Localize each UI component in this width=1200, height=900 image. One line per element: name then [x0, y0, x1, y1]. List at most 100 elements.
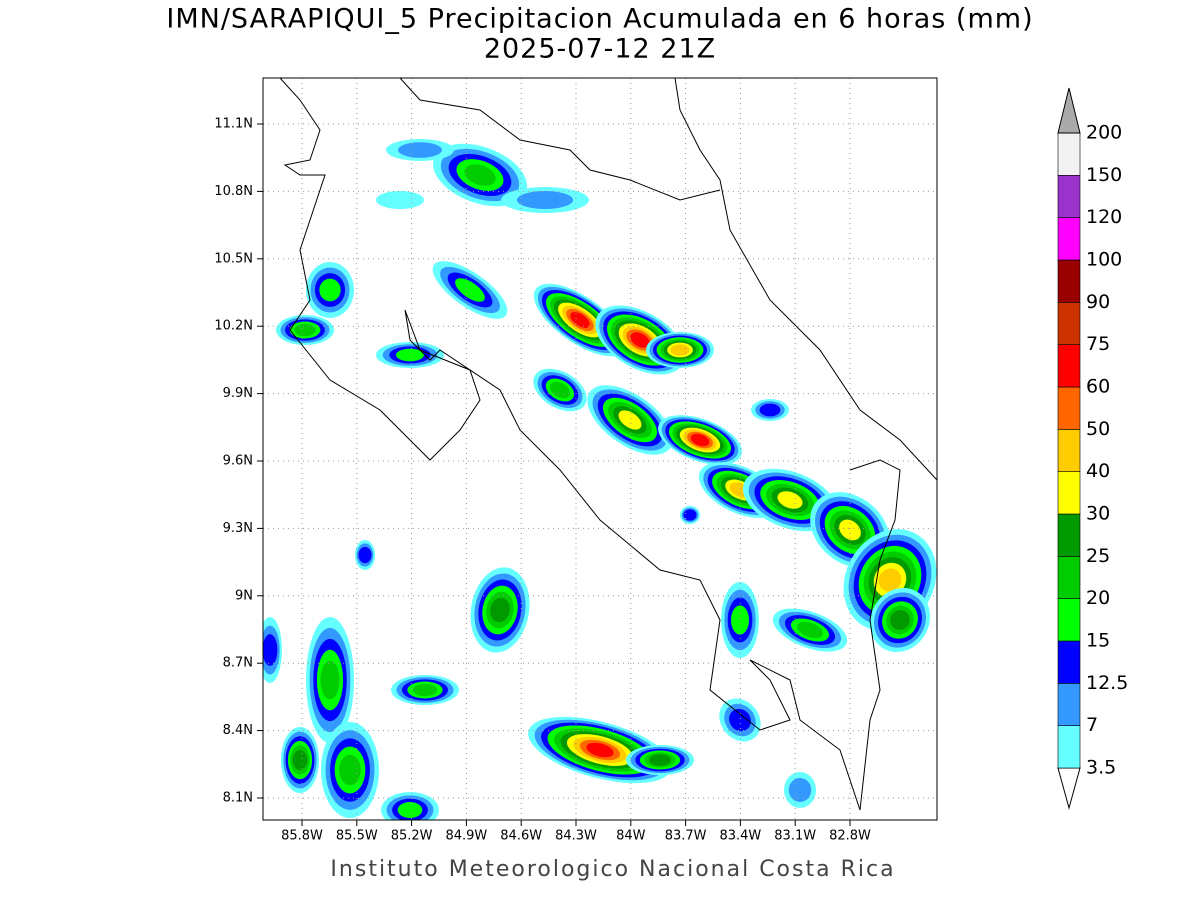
caribbean-coast [674, 78, 937, 481]
precip-contour [464, 164, 496, 186]
colorbar-swatch [1057, 598, 1081, 642]
colorbar-swatch [1057, 725, 1081, 769]
precip-contour [759, 403, 781, 417]
colorbar-label: 60 [1086, 376, 1110, 398]
colorbar-label: 120 [1086, 206, 1122, 228]
precip-contour [788, 778, 812, 802]
precip-contour [339, 754, 361, 786]
precip-contour [292, 750, 308, 770]
precip-contour [683, 509, 697, 521]
lat-label: 8.4N [223, 723, 253, 738]
colorbar-lower-extension [1057, 767, 1081, 810]
colorbar-swatch [1057, 132, 1081, 176]
colorbar-label: 200 [1086, 122, 1122, 144]
colorbar: 3.5 7 12.5 15 20 25 30 40 50 60 75 90 100 120 150 200 [1057, 87, 1128, 810]
precip-contour [319, 278, 341, 302]
nicaragua-border [399, 78, 721, 201]
precip-contour [490, 597, 510, 623]
colorbar-label: 100 [1086, 249, 1122, 271]
lat-label: 9.9N [223, 386, 253, 401]
precip-contour [398, 142, 442, 158]
lon-label: 84.9W [445, 829, 487, 844]
colorbar-swatch [1057, 302, 1081, 345]
colorbar-label: 3.5 [1086, 757, 1116, 779]
precip-contour [455, 278, 485, 302]
precip-contour [517, 191, 573, 209]
colorbar-label: 75 [1086, 333, 1110, 355]
grid: 11.1N 10.8N 10.5N 10.2N 9.9N 9.6N 9.3N 9N 8.7N 8.… [214, 78, 937, 844]
precip-contour [618, 410, 642, 430]
colorbar-swatch [1057, 344, 1081, 388]
colorbar-label: 20 [1086, 587, 1110, 609]
lon-label: 82.8W [829, 829, 871, 844]
precip-contour [649, 754, 671, 766]
precip-contour [294, 323, 316, 337]
colorbar-label: 25 [1086, 545, 1110, 567]
colorbar-swatch [1057, 217, 1081, 261]
title-line: 2025-07-12 21Z [484, 34, 716, 65]
title-line: IMN/SARAPIQUI_5 Precipitacion Acumulada … [166, 4, 1033, 35]
colorbar-label: 12.5 [1086, 672, 1128, 694]
precip-contour [412, 683, 438, 697]
precip-contour [797, 621, 823, 639]
colorbar-upper-extension [1057, 87, 1081, 134]
precip-contour [839, 519, 861, 541]
colorbar-label: 90 [1086, 291, 1110, 313]
colorbar-label: 40 [1086, 460, 1110, 482]
precip-contour [549, 381, 571, 399]
precip-contour [690, 433, 710, 447]
map-frame [262, 77, 938, 821]
precip-contour [731, 605, 749, 635]
lon-label: 84W [616, 829, 646, 844]
lat-label: 11.1N [214, 117, 253, 132]
colorbar-swatch [1057, 259, 1081, 303]
colorbar-swatch [1057, 471, 1081, 515]
precip-contour [777, 491, 803, 509]
colorbar-label: 15 [1086, 630, 1110, 652]
precip-contour [890, 610, 910, 630]
lon-label: 85.8W [281, 829, 323, 844]
colorbar-swatch [1057, 175, 1081, 218]
colorbar-swatch [1057, 429, 1081, 472]
lat-label: 8.7N [223, 656, 253, 671]
colorbar-swatch [1057, 386, 1081, 430]
lon-label: 83.7W [665, 829, 707, 844]
precip-contour [878, 568, 902, 592]
precip-contour [630, 332, 650, 348]
lat-label: 10.5N [214, 251, 253, 266]
precip-contour [358, 546, 372, 564]
lon-label: 84.3W [555, 829, 597, 844]
precip-contour [320, 660, 340, 700]
colorbar-swatch [1057, 640, 1081, 684]
precip-contour [570, 312, 590, 328]
colorbar-label: 7 [1086, 714, 1098, 736]
lon-label: 84.6W [500, 829, 542, 844]
pacific-coast [279, 78, 861, 811]
lon-label: 83.1W [774, 829, 816, 844]
lon-label: 85.2W [391, 829, 433, 844]
precip-contour [670, 344, 690, 356]
lat-label: 9.3N [223, 521, 253, 536]
colorbar-swatch [1057, 513, 1081, 557]
footer: Instituto Meteorologico Nacional Costa R… [330, 857, 895, 882]
precip-contour [396, 348, 424, 362]
coastlines [279, 78, 937, 811]
colorbar-label: 150 [1086, 164, 1122, 186]
lon-label: 83.4W [719, 829, 761, 844]
precip-contour [729, 708, 751, 732]
colorbar-swatch [1057, 683, 1081, 726]
colorbar-label: 50 [1086, 418, 1110, 440]
lat-label: 10.8N [214, 184, 253, 199]
lat-label: 9N [235, 588, 253, 603]
lon-label: 85.5W [336, 829, 378, 844]
colorbar-swatch [1057, 556, 1081, 599]
lat-label: 10.2N [214, 319, 253, 334]
precip-contour [263, 634, 278, 666]
lat-label: 9.6N [223, 454, 253, 469]
precip-contour [586, 742, 614, 758]
panama-border [849, 459, 901, 811]
lat-label: 8.1N [223, 791, 253, 806]
colorbar-label: 30 [1086, 503, 1110, 525]
precip-contour [376, 191, 424, 209]
